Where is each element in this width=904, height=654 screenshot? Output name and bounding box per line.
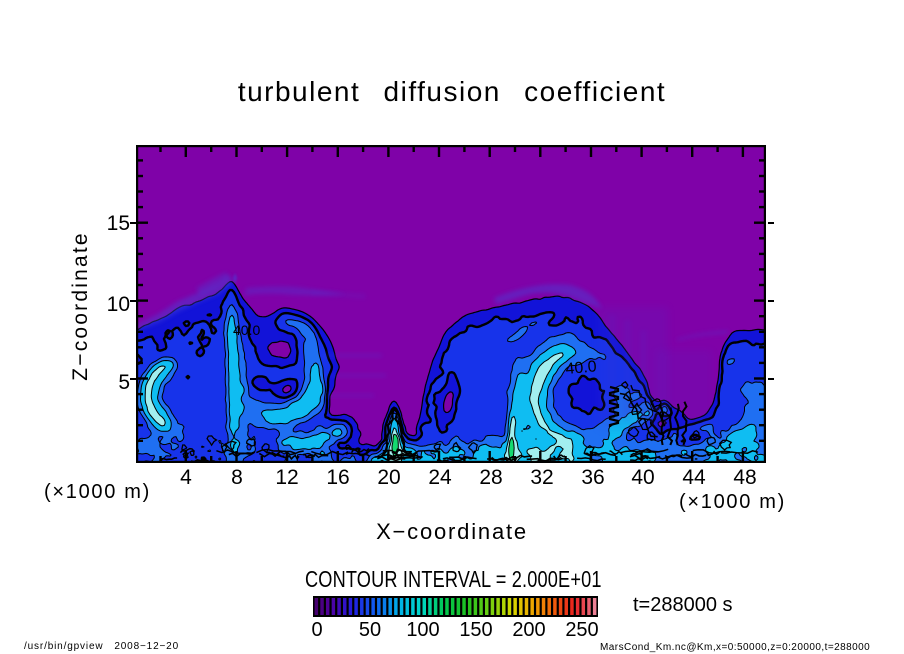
svg-text:40.0: 40.0	[565, 358, 598, 378]
svg-text:40.0: 40.0	[233, 322, 260, 338]
